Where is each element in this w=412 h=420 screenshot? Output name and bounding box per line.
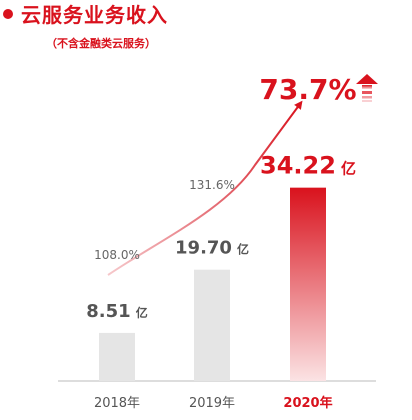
chart-title: 云服务业务收入 [21,3,168,27]
growth-rate-2019: 131.6% [189,178,235,192]
x-tick-label: 2018年 [94,396,140,411]
growth-trend-arrow [107,100,303,276]
growth-up-icon [356,74,378,102]
title-bullet [3,9,13,19]
growth-rate-2020: 73.7% [259,73,356,106]
value-labels: 8.51 亿 19.70 亿 34.22 亿 [86,152,356,322]
bar-2018 [99,332,135,381]
value-label: 19.70 亿 [175,238,249,259]
x-axis-ticks: 2018年 2019年 2020年 [94,395,333,411]
value-label: 34.22 亿 [260,152,356,180]
growth-rate-2018: 108.0% [94,248,140,262]
x-tick-label: 2020年 [283,395,332,411]
x-tick-label: 2019年 [189,396,235,411]
bar-series [99,187,326,381]
chart-subtitle: （不含金融类云服务） [46,37,156,50]
bar-2020 [290,187,326,381]
value-label: 8.51 亿 [86,301,147,322]
bar-2019 [194,269,230,381]
